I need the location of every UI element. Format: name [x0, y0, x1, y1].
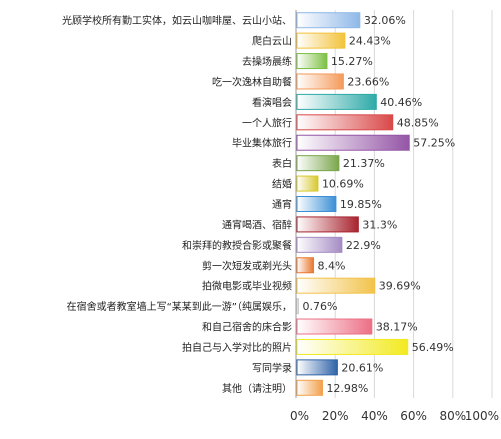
category-label: 结婚: [272, 178, 292, 191]
x-tick-label: 60%: [400, 409, 427, 423]
category-label: 写同学录: [252, 361, 292, 374]
category-label: 和崇拜的教授合影或聚餐: [182, 239, 292, 252]
category-label: 剪一次短发或剃光头: [202, 259, 292, 272]
bar: [296, 114, 394, 131]
value-label: 48.85%: [397, 116, 439, 129]
value-label: 23.66%: [347, 75, 389, 88]
category-label: 通宵: [272, 198, 292, 211]
category-label: 爬白云山: [252, 35, 292, 48]
x-tick-label: 20%: [322, 409, 349, 423]
bar: [296, 277, 376, 294]
bar: [296, 298, 299, 315]
bar: [296, 93, 377, 110]
bar: [296, 134, 410, 151]
category-label: 看演唱会: [252, 96, 292, 109]
value-label: 12.98%: [326, 382, 368, 395]
value-label: 39.69%: [379, 280, 421, 293]
bar: [296, 155, 340, 172]
value-label: 19.85%: [340, 198, 382, 211]
bar: [296, 216, 359, 233]
value-label: 32.06%: [364, 14, 406, 27]
x-tick-label: 100%: [465, 409, 499, 423]
bar: [296, 318, 373, 335]
bar: [296, 338, 409, 355]
value-label: 10.69%: [322, 178, 364, 191]
bar: [296, 12, 361, 29]
value-label: 22.9%: [346, 239, 381, 252]
category-label: 去操场晨练: [242, 55, 292, 68]
category-label: 拍自己与入学对比的照片: [182, 341, 292, 354]
value-label: 8.4%: [317, 259, 345, 272]
category-label: 一个人旅行: [242, 116, 292, 129]
bars-layer: 32.06% 24.43% 15.27% 23.66% 40.46% 48.85% 57.2…: [296, 12, 455, 396]
category-label: 拍微电影或毕业视频: [202, 280, 292, 293]
bar: [296, 175, 319, 192]
category-label: 毕业集体旅行: [232, 137, 292, 150]
value-label: 21.37%: [343, 157, 385, 170]
bar: [296, 257, 314, 274]
bar: [296, 53, 328, 70]
bar: [296, 32, 346, 49]
value-label: 15.27%: [331, 55, 373, 68]
x-tick-label: 40%: [361, 409, 388, 423]
bar: [296, 379, 323, 396]
value-label: 56.49%: [412, 341, 454, 354]
category-labels: 光顾学校所有勤工实体，如云山咖啡屋、云山小站、爬白云山去操场晨练吃一次逸林自助餐…: [62, 14, 292, 395]
x-axis-ticks: 0% 20% 40% 60% 80%100%: [290, 409, 499, 423]
value-label: 57.25%: [413, 137, 455, 150]
category-label: 其他（请注明）: [222, 382, 292, 395]
x-tick-label: 80%: [439, 409, 466, 423]
category-label: 吃一次逸林自助餐: [212, 75, 292, 88]
value-label: 31.3%: [362, 218, 397, 231]
bar: [296, 359, 338, 376]
category-label: 表白: [272, 157, 292, 170]
category-label: 通宵喝酒、宿醉: [222, 218, 292, 231]
bar: [296, 196, 337, 212]
category-label: 和自己宿舍的床合影: [202, 321, 292, 334]
bar: [296, 236, 343, 253]
value-label: 38.17%: [376, 321, 418, 334]
bar: [296, 73, 344, 90]
category-label: 光顾学校所有勤工实体，如云山咖啡屋、云山小站、: [62, 14, 292, 27]
value-label: 20.61%: [341, 361, 383, 374]
value-label: 0.76%: [303, 300, 338, 313]
category-label: 在宿舍或者教室墙上写“某某到此一游”（纯属娱乐，: [67, 300, 292, 313]
x-tick-label: 0%: [290, 409, 309, 423]
value-label: 40.46%: [380, 96, 422, 109]
value-label: 24.43%: [349, 35, 391, 48]
